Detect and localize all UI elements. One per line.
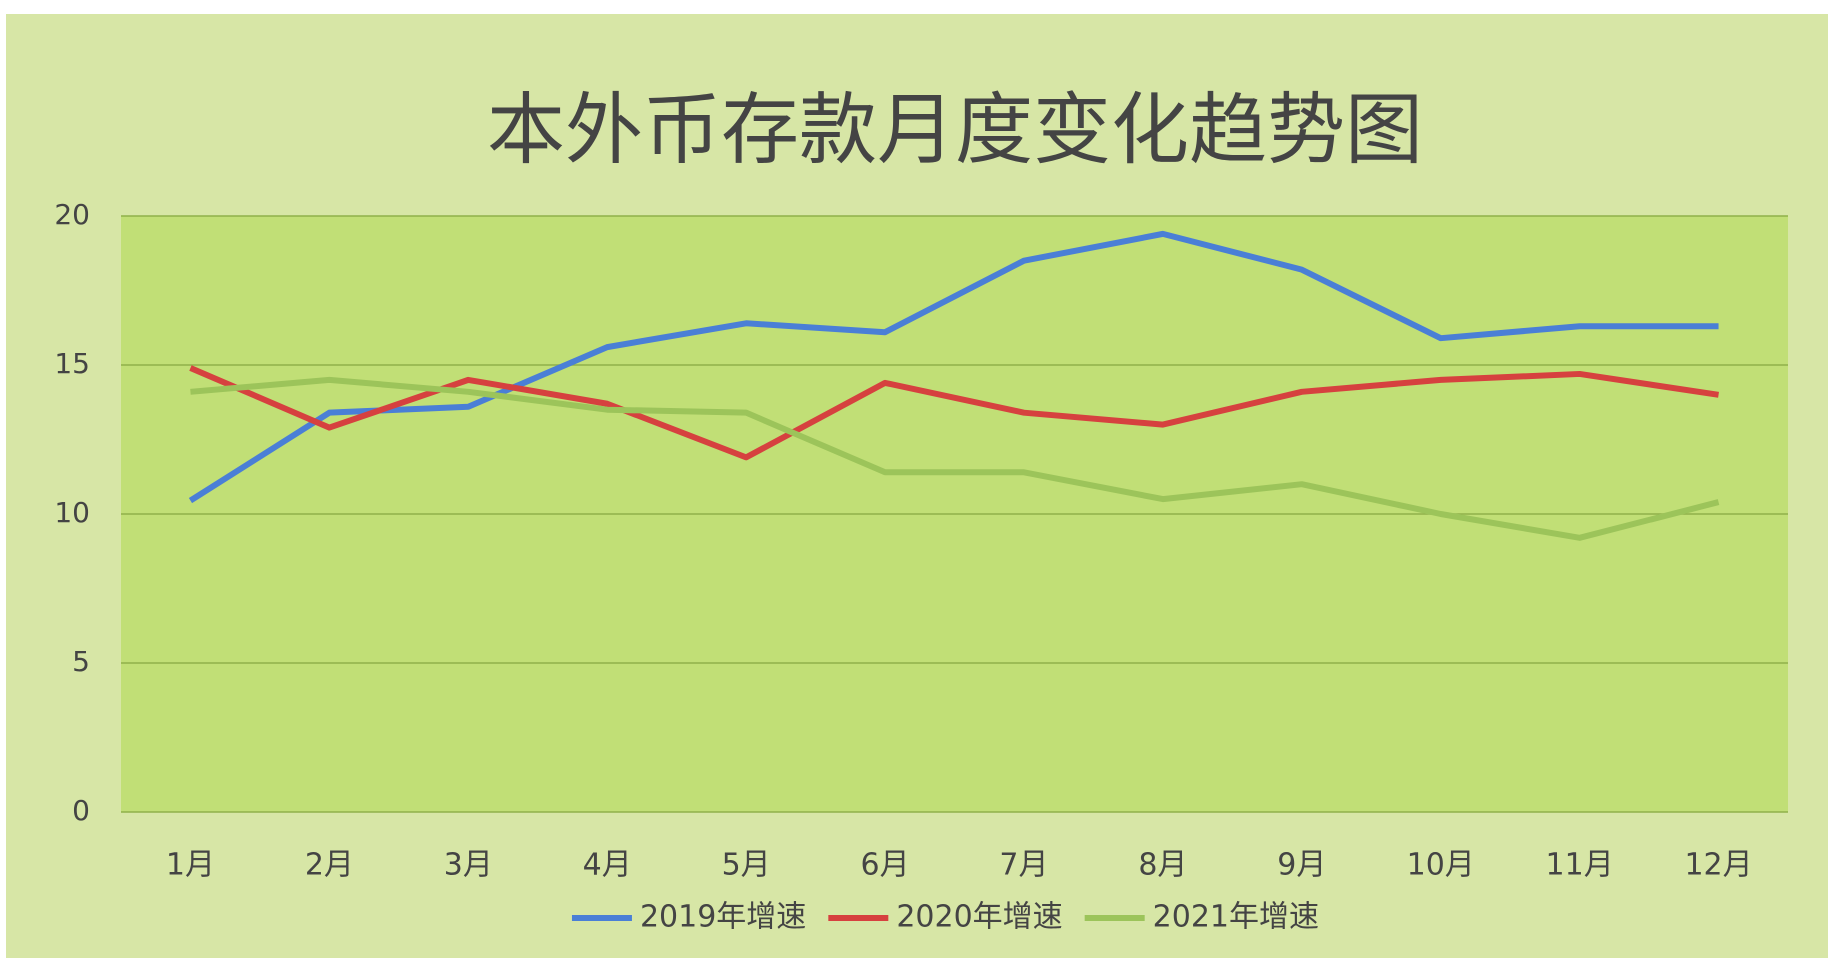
x-tick-label: 12月 <box>1684 848 1752 883</box>
chart-title: 本外币存款月度变化趋势图 <box>487 85 1423 175</box>
x-tick-label: 5月 <box>722 848 771 883</box>
y-tick-label: 0 <box>72 794 90 827</box>
y-tick-label: 20 <box>54 198 90 231</box>
x-tick-label: 10月 <box>1407 848 1475 883</box>
x-tick-label: 7月 <box>999 848 1048 883</box>
x-tick-label: 4月 <box>583 848 632 883</box>
line-series <box>190 376 1720 541</box>
x-tick-label: 11月 <box>1546 848 1614 883</box>
x-tick-label: 2月 <box>305 848 354 883</box>
y-tick-label: 10 <box>54 496 90 529</box>
legend-label: 2021年增速 <box>1153 900 1319 935</box>
x-tick-label: 3月 <box>444 848 493 883</box>
legend-label: 2020年增速 <box>896 900 1062 935</box>
line-series <box>188 230 1719 504</box>
y-tick-label: 15 <box>54 347 90 380</box>
x-tick-label: 8月 <box>1138 848 1187 883</box>
x-tick-label: 6月 <box>860 848 909 883</box>
x-tick-label: 9月 <box>1277 848 1326 883</box>
legend-label: 2019年增速 <box>640 900 806 935</box>
x-tick-label: 1月 <box>166 848 215 883</box>
y-tick-label: 5 <box>72 645 90 678</box>
